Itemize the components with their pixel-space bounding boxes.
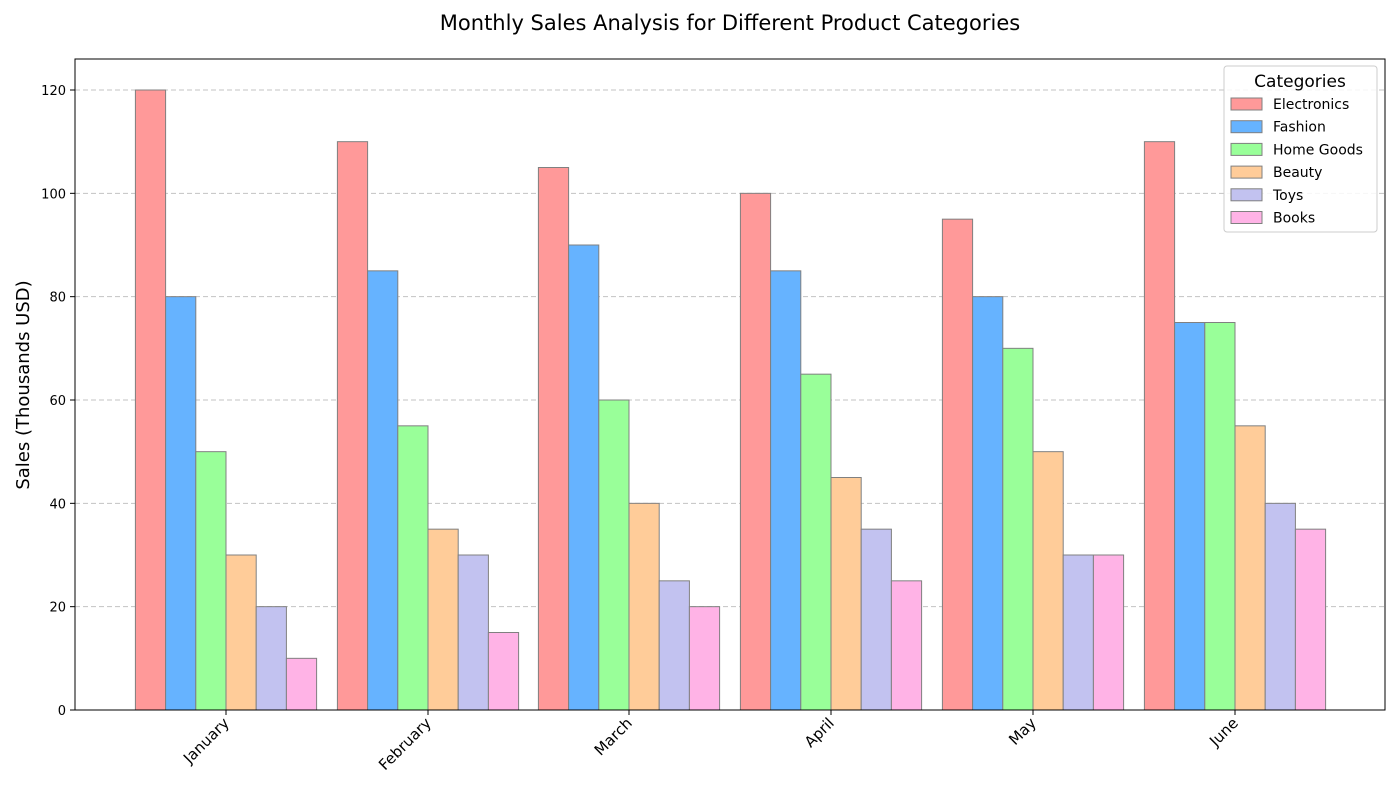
legend-items: Electronics Fashion Home Goods Beauty Toys Bo… xyxy=(1230,97,1363,227)
legend-swatch xyxy=(1230,120,1263,134)
y-tick-label: 80 xyxy=(49,291,66,306)
bar-beauty-january xyxy=(225,554,257,711)
bar-home-goods-january xyxy=(195,451,227,711)
bar-books-may xyxy=(1092,554,1125,711)
bar-toys-may xyxy=(1062,554,1094,711)
legend-label: Beauty xyxy=(1273,165,1322,181)
y-axis-label: Sales (Thousands USD) xyxy=(13,280,34,489)
legend-swatch xyxy=(1230,188,1263,202)
legend-label: Home Goods xyxy=(1273,142,1363,158)
bar-toys-february xyxy=(457,554,489,711)
bar-home-goods-february xyxy=(397,425,429,711)
legend-label: Books xyxy=(1273,211,1315,227)
x-tick-label: March xyxy=(591,714,636,759)
bar-home-goods-march xyxy=(598,399,630,711)
bar-books-june xyxy=(1294,528,1327,711)
bar-electronics-may xyxy=(941,218,974,711)
bar-electronics-june xyxy=(1143,141,1176,711)
x-tick-label: January xyxy=(179,714,233,768)
legend-swatch xyxy=(1230,211,1263,224)
bar-toys-march xyxy=(658,580,690,711)
bar-beauty-march xyxy=(628,502,660,711)
bar-books-april xyxy=(890,580,923,711)
bar-fashion-january xyxy=(165,296,197,711)
bar-home-goods-june xyxy=(1204,322,1236,711)
bar-fashion-june xyxy=(1174,322,1206,711)
bar-books-february xyxy=(487,632,520,711)
bar-fashion-april xyxy=(770,270,802,711)
y-tick-label: 100 xyxy=(41,187,66,202)
legend-swatch xyxy=(1230,142,1263,156)
legend: Categories Electronics Fashion Home Goods B… xyxy=(1223,65,1378,233)
y-tick-label: 40 xyxy=(49,497,66,512)
legend-swatch xyxy=(1230,165,1263,179)
plot-frame xyxy=(74,58,1386,711)
bar-electronics-february xyxy=(336,141,369,711)
x-tick-label: February xyxy=(375,714,435,774)
x-tick-label: June xyxy=(1205,714,1242,751)
y-tick-label: 20 xyxy=(49,601,66,616)
y-tick-label: 0 xyxy=(58,704,66,719)
bar-home-goods-april xyxy=(800,373,832,711)
bars xyxy=(134,89,1327,711)
bar-beauty-may xyxy=(1032,451,1064,711)
bar-toys-january xyxy=(255,606,287,711)
bar-beauty-june xyxy=(1234,425,1266,711)
legend-label: Electronics xyxy=(1273,97,1349,113)
bar-fashion-march xyxy=(568,244,600,711)
legend-swatch xyxy=(1230,97,1263,111)
bar-books-march xyxy=(688,606,721,711)
bar-beauty-february xyxy=(427,528,459,711)
y-tick-label: 120 xyxy=(41,84,66,99)
legend-title: Categories xyxy=(1254,72,1346,92)
chart-title: Monthly Sales Analysis for Different Pro… xyxy=(440,11,1020,35)
bar-electronics-april xyxy=(739,192,772,711)
legend-label: Toys xyxy=(1272,188,1303,204)
bar-books-january xyxy=(285,657,318,711)
bar-toys-april xyxy=(860,528,892,711)
bar-electronics-march xyxy=(537,167,570,711)
bar-beauty-april xyxy=(830,477,862,711)
bar-home-goods-may xyxy=(1002,347,1034,711)
legend-label: Fashion xyxy=(1273,120,1326,136)
bar-fashion-may xyxy=(972,296,1004,711)
x-tick-label: April xyxy=(801,714,838,751)
y-tick-label: 60 xyxy=(49,394,66,409)
bar-fashion-february xyxy=(367,270,399,711)
x-tick-label: May xyxy=(1005,714,1040,749)
bar-toys-june xyxy=(1264,502,1296,711)
bar-electronics-january xyxy=(134,89,167,711)
